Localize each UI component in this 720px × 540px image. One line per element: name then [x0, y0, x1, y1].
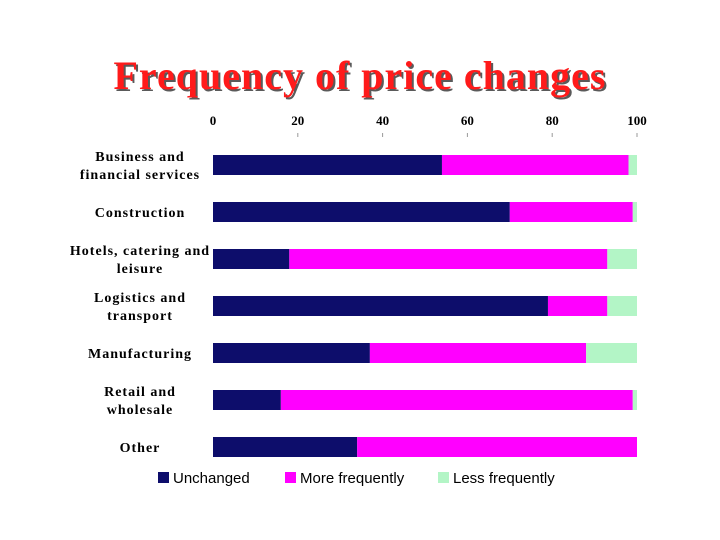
legend-swatch — [438, 472, 449, 483]
category-labels: Business and financial services Constructi… — [70, 150, 210, 456]
bar-segment — [289, 249, 608, 269]
x-tick-label: 40 — [376, 113, 389, 128]
bar-segment — [280, 390, 633, 410]
category-label: Logistics and transport — [94, 291, 186, 324]
bar-segment — [213, 296, 548, 316]
bar-segment — [632, 390, 637, 410]
x-tick-label: 80 — [546, 113, 559, 128]
bar-segment — [213, 437, 358, 457]
bar-segment — [213, 202, 510, 222]
bar-segment — [586, 343, 637, 363]
legend-swatch — [158, 472, 169, 483]
bar-segment — [628, 155, 637, 175]
x-tick-label: 0 — [210, 113, 217, 128]
bar-segment — [213, 343, 370, 363]
bar-segment — [607, 249, 637, 269]
category-label: Manufacturing — [88, 347, 192, 362]
bar-segment — [213, 390, 281, 410]
category-label: Business and financial services — [80, 150, 200, 183]
legend-label: Less frequently — [453, 470, 555, 487]
bar-segment — [547, 296, 608, 316]
x-tick-label: 20 — [291, 113, 304, 128]
x-axis-ticks: 0 20 40 60 80 100 — [210, 113, 647, 137]
legend-label: Unchanged — [173, 470, 250, 487]
category-label: Hotels, catering and leisure — [70, 244, 210, 277]
chart-title: Frequency of price changes — [113, 53, 607, 98]
legend-label: More frequently — [300, 470, 405, 487]
bar-segment — [369, 343, 587, 363]
bar-segment — [607, 296, 637, 316]
legend: Unchanged More frequently Less frequently — [158, 470, 555, 487]
category-label: Other — [120, 441, 161, 456]
bar-segment — [632, 202, 637, 222]
bar-segment — [441, 155, 629, 175]
bar-segment — [213, 155, 442, 175]
x-tick-label: 100 — [627, 113, 647, 128]
category-label: Construction — [95, 206, 186, 221]
legend-swatch — [285, 472, 296, 483]
bars — [213, 155, 637, 457]
bar-segment — [357, 437, 637, 457]
category-label: Retail and wholesale — [104, 385, 176, 418]
bar-segment — [213, 249, 290, 269]
bar-segment — [509, 202, 633, 222]
x-tick-label: 60 — [461, 113, 474, 128]
